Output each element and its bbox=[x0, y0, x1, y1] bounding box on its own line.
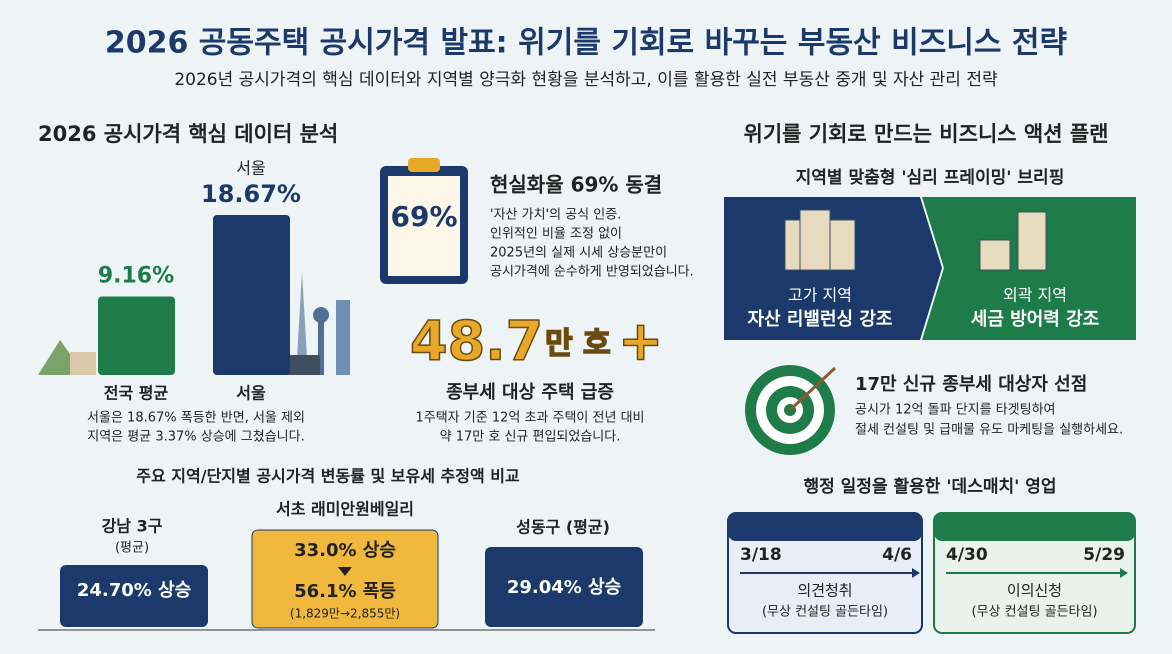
title: 2026 공동주택 공시가격 발표: 위기를 기회로 바꾸는 부동산 비즈니스 … bbox=[105, 26, 1068, 61]
compare-box bbox=[251, 529, 439, 629]
calendar bbox=[727, 512, 923, 634]
compare-box bbox=[485, 547, 643, 627]
clipboard-clip bbox=[408, 158, 440, 172]
big-number: 48.7 bbox=[410, 310, 543, 373]
note: 지역은 평균 3.37% 상승에 그쳤습니다. bbox=[87, 430, 304, 445]
section-heading: 2026 공시가격 핵심 데이터 분석 bbox=[38, 122, 338, 146]
comparison-title: 주요 지역/단지별 공시가격 변동률 및 보유세 추정액 비교 bbox=[136, 467, 520, 486]
date: 4/30 bbox=[946, 545, 988, 565]
item-name: 강남 3구 bbox=[102, 517, 163, 536]
bar-value-label: 18.67% bbox=[201, 180, 301, 208]
sub-heading: 지역별 맞춤형 '심리 프레이밍' 브리핑 bbox=[796, 167, 1065, 188]
calendar-sub: (무상 컨설팅 골든타임) bbox=[762, 605, 888, 620]
date: 3/18 bbox=[740, 545, 782, 565]
card-text: 공시가격에 순수하게 반영되었습니다. bbox=[490, 265, 694, 280]
bar-value-label: 9.16% bbox=[98, 263, 174, 288]
date: 4/6 bbox=[882, 545, 912, 565]
skyline bbox=[38, 272, 350, 375]
item-name: 서초 래미안원베일리 bbox=[276, 500, 414, 519]
bar bbox=[98, 296, 175, 375]
card-text: 1주택자 기준 12억 초과 주택이 전년 대비 bbox=[415, 411, 644, 426]
panel-message: 세금 방어력 강조 bbox=[971, 309, 1099, 330]
item-detail: (1,829만→2,855만) bbox=[290, 607, 400, 621]
bar-category: 서울 bbox=[236, 384, 266, 403]
item-sub: (평균) bbox=[115, 541, 149, 556]
date: 5/29 bbox=[1083, 545, 1125, 565]
card-text: 공시가 12억 돌파 단지를 타겟팅하여 bbox=[855, 403, 1056, 418]
clipboard-paper bbox=[388, 176, 460, 276]
card-title: 종부세 대상 주택 급증 bbox=[446, 382, 614, 403]
building-icon bbox=[784, 209, 1047, 271]
big-number: + bbox=[618, 310, 663, 373]
card-text: 2025년의 실제 시세 상승분만이 bbox=[490, 246, 667, 261]
calendar-sub: (무상 컨설팅 골든타임) bbox=[971, 605, 1097, 620]
big-number: 만 호 bbox=[545, 327, 611, 362]
calendar-label: 이의신청 bbox=[1007, 582, 1062, 600]
calendar-label: 의견청취 bbox=[797, 582, 852, 600]
card-text: 인위적인 비율 조정 없이 bbox=[490, 227, 622, 242]
card-title: 현실화율 69% 동결 bbox=[490, 173, 662, 197]
note: 서울은 18.67% 폭등한 반면, 서울 제외 bbox=[87, 411, 305, 426]
card-title: 17만 신규 종부세 대상자 선점 bbox=[855, 374, 1087, 395]
item-value: 24.70% 상승 bbox=[77, 580, 191, 601]
section-heading: 위기를 기회로 만드는 비즈니스 액션 플랜 bbox=[744, 122, 1109, 146]
panel-label: 고가 지역 bbox=[788, 286, 852, 305]
down-arrow bbox=[338, 567, 352, 576]
target-icon bbox=[745, 365, 837, 455]
item-value: 33.0% 상승 bbox=[294, 540, 396, 561]
subtitle: 2026년 공시가격의 핵심 데이터와 지역별 양극화 현황을 분석하고, 이를… bbox=[174, 70, 998, 90]
badge: 69% bbox=[390, 200, 457, 233]
card-text: 약 17만 호 신규 편입되었습니다. bbox=[440, 430, 621, 445]
bar bbox=[213, 215, 290, 375]
bar-top-label: 서울 bbox=[236, 159, 265, 178]
bar-category: 전국 평균 bbox=[104, 384, 169, 403]
item-value: 56.1% 폭등 bbox=[294, 581, 396, 602]
sub-heading: 행정 일정을 활용한 '데스매치' 영업 bbox=[803, 476, 1056, 497]
compare-box bbox=[60, 565, 208, 627]
panel-message: 자산 리밸런싱 강조 bbox=[747, 309, 892, 330]
calendar bbox=[933, 512, 1136, 634]
card-text: 절세 컨설팅 및 급매물 유도 마케팅을 실행하세요. bbox=[855, 422, 1123, 438]
panel-label: 외곽 지역 bbox=[1003, 286, 1067, 305]
item-name: 성동구 (평균) bbox=[516, 518, 610, 537]
card-text: '자산 가치'의 공식 인증. bbox=[490, 208, 621, 223]
item-value: 29.04% 상승 bbox=[507, 577, 621, 598]
